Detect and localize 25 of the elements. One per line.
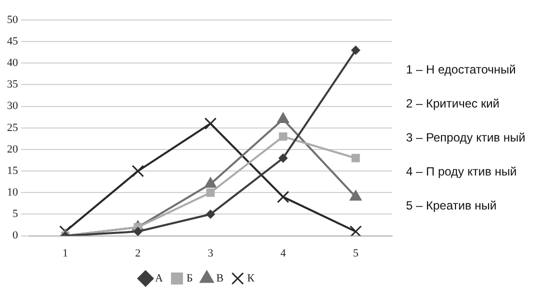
- text: 4 – П роду ктив ный: [406, 164, 517, 178]
- x-tick-label: 3: [208, 247, 214, 260]
- y-tick-label: 40: [7, 57, 18, 70]
- y-tick-label: 5: [12, 208, 18, 220]
- x-tick-label: 1: [62, 247, 68, 260]
- y-tick-label: 25: [7, 122, 18, 134]
- y-tick-label: 15: [7, 164, 18, 177]
- y-tick-label: 30: [7, 100, 18, 112]
- text: 1 – Н едостаточный: [406, 62, 516, 76]
- legend-label: А: [155, 272, 164, 284]
- y-tick-label: 45: [7, 35, 18, 48]
- text: 5 – Креатив ный: [406, 198, 497, 212]
- x-tick-label: 2: [135, 247, 141, 260]
- legend-label: К: [247, 272, 256, 284]
- y-tick-label: 0: [12, 230, 18, 242]
- legend-label: Б: [186, 272, 193, 284]
- x-tick-label: 4: [280, 247, 286, 260]
- y-tick-label: 50: [7, 14, 18, 26]
- text: 2 – Критичес кий: [406, 96, 500, 110]
- y-tick-label: 20: [7, 143, 18, 156]
- x-tick-label: 5: [352, 247, 359, 260]
- legend-label: В: [216, 272, 224, 284]
- y-tick-label: 10: [7, 186, 18, 199]
- text: 3 – Репроду ктив ный: [406, 130, 526, 144]
- y-tick-label: 35: [7, 78, 18, 91]
